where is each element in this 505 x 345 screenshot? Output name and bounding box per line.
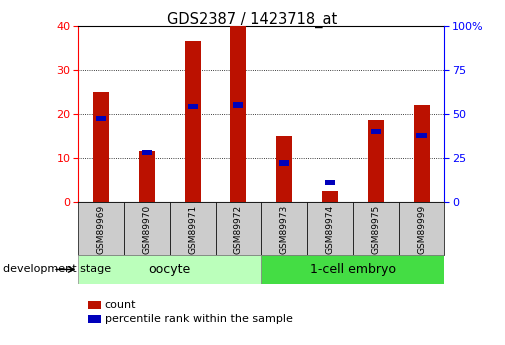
- Bar: [188, 104, 198, 109]
- Text: 1-cell embryo: 1-cell embryo: [310, 263, 396, 276]
- Text: GSM89975: GSM89975: [371, 205, 380, 254]
- Bar: [139, 151, 155, 202]
- Text: GSM89999: GSM89999: [417, 205, 426, 254]
- Bar: [307, 202, 353, 255]
- Bar: [371, 129, 381, 134]
- Bar: [417, 133, 427, 138]
- Bar: [96, 116, 106, 121]
- Bar: [353, 202, 398, 255]
- Bar: [322, 191, 338, 202]
- Text: GSM89974: GSM89974: [326, 205, 334, 254]
- Bar: [325, 180, 335, 185]
- Text: GSM89970: GSM89970: [142, 205, 152, 254]
- Bar: [233, 102, 243, 108]
- Bar: [78, 202, 124, 255]
- Text: GDS2387 / 1423718_at: GDS2387 / 1423718_at: [167, 12, 338, 28]
- Bar: [124, 202, 170, 255]
- Bar: [170, 202, 216, 255]
- Bar: [262, 202, 307, 255]
- Bar: [142, 150, 152, 155]
- Bar: [216, 202, 262, 255]
- Bar: [185, 41, 200, 202]
- Bar: [279, 160, 289, 166]
- Text: GSM89972: GSM89972: [234, 205, 243, 254]
- Bar: [262, 255, 444, 284]
- Bar: [78, 255, 262, 284]
- Bar: [368, 120, 384, 202]
- Bar: [93, 92, 109, 202]
- Text: oocyte: oocyte: [148, 263, 191, 276]
- Text: GSM89971: GSM89971: [188, 205, 197, 254]
- Bar: [398, 202, 444, 255]
- Text: GSM89969: GSM89969: [96, 205, 106, 254]
- Text: development stage: development stage: [3, 265, 111, 274]
- Bar: [230, 26, 246, 202]
- Text: count: count: [105, 300, 136, 310]
- Text: percentile rank within the sample: percentile rank within the sample: [105, 314, 292, 324]
- Bar: [414, 105, 430, 202]
- Text: GSM89973: GSM89973: [280, 205, 289, 254]
- Bar: [276, 136, 292, 202]
